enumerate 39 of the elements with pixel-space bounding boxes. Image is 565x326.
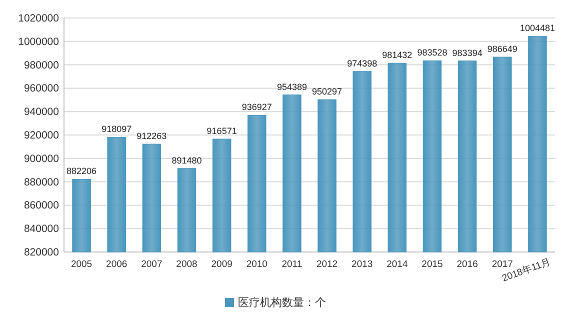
data-label: 891480 (172, 155, 202, 166)
y-tick-label: 860000 (24, 200, 60, 212)
x-tick-label: 2006 (106, 259, 128, 270)
y-tick-label: 840000 (24, 223, 60, 236)
x-tick-label: 2007 (141, 259, 162, 270)
data-label: 986649 (487, 44, 518, 54)
y-tick-label: 980000 (24, 59, 60, 72)
y-tick-label: 940000 (24, 106, 60, 118)
y-tick-label: 820000 (24, 246, 60, 258)
x-tick-label: 2013 (352, 259, 373, 270)
x-tick-label: 2017 (492, 259, 513, 270)
x-tick-label: 2015 (422, 259, 443, 270)
data-label: 912263 (136, 131, 167, 142)
data-label: 950297 (312, 86, 342, 97)
x-tick-label: 2005 (70, 259, 92, 270)
data-label: 974398 (347, 58, 378, 68)
data-label: 981432 (382, 50, 412, 60)
x-tick-label: 2010 (246, 259, 268, 270)
data-label: 882206 (66, 166, 97, 176)
data-label: 983394 (452, 48, 482, 58)
data-label: 983528 (417, 48, 448, 58)
x-tick-label: 2014 (386, 259, 408, 270)
x-tick-label: 2012 (316, 259, 338, 270)
data-label: 918097 (102, 124, 132, 134)
x-tick-label: 2016 (456, 259, 478, 270)
y-tick-label: 1020000 (18, 12, 60, 24)
x-tick-label: 2009 (211, 259, 232, 270)
y-tick-label: 920000 (24, 130, 60, 142)
data-label: 1004481 (520, 23, 555, 34)
y-tick-label: 880000 (24, 176, 60, 188)
data-label: 936927 (242, 102, 272, 112)
x-tick-label: 2008 (176, 259, 198, 270)
y-tick-label: 900000 (24, 152, 60, 165)
data-label: 916571 (206, 126, 237, 136)
y-tick-label: 960000 (24, 82, 60, 95)
legend-label: 医疗机构数量：个 (238, 296, 326, 309)
data-label: 954389 (276, 82, 307, 92)
x-tick-label: 2011 (282, 259, 302, 270)
y-tick-label: 1000000 (18, 36, 60, 48)
